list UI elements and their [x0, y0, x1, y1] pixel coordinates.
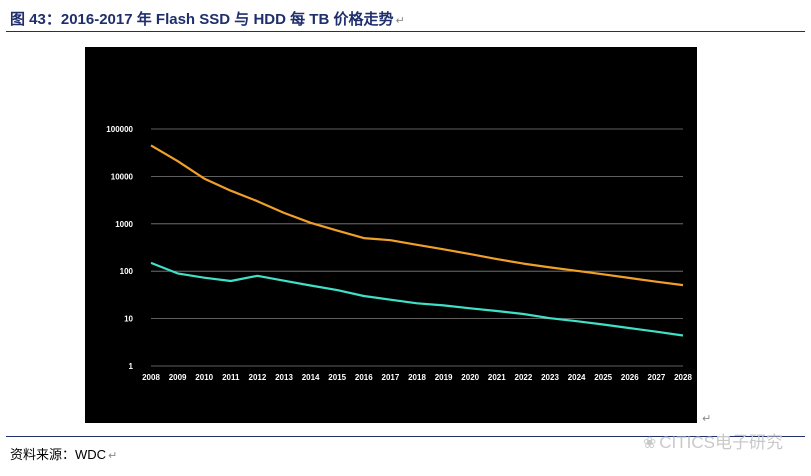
bottom-divider [6, 436, 805, 437]
chart-panel: 1 10 100 1000 10000 100000 2008 2009 2010 2011 20… [85, 47, 697, 423]
y-tick-label: 100 [120, 267, 134, 276]
x-tick-label: 2015 [328, 373, 346, 382]
paragraph-mark-chart: ↵ [702, 413, 712, 425]
series-lines [150, 144, 684, 337]
paragraph-mark-title: ↵ [395, 15, 405, 27]
x-tick-label: 2017 [382, 373, 400, 382]
x-tick-label: 2008 [142, 373, 160, 382]
x-tick-label: 2018 [408, 373, 426, 382]
x-tick-label: 2016 [355, 373, 373, 382]
source-text: 资料来源：WDC [10, 447, 107, 462]
y-tick-label: 1000 [115, 220, 133, 229]
y-tick-label: 10 [124, 315, 133, 324]
x-tick-label: 2009 [169, 373, 187, 382]
x-tick-label: 2028 [674, 373, 692, 382]
source-note: 资料来源：WDC ↵ [10, 444, 117, 463]
paragraph-mark-source: ↵ [108, 450, 118, 462]
grid-lines [151, 128, 683, 367]
x-tick-label: 2012 [249, 373, 267, 382]
wechat-icon: ❀ [642, 435, 657, 452]
watermark: ❀ CITICS电子研究 [643, 428, 783, 453]
x-tick-label: 2021 [488, 373, 506, 382]
figure-title: 图 43：2016-2017 年 Flash SSD 与 HDD 每 TB 价格… [10, 8, 405, 29]
x-tick-label: 2011 [222, 373, 240, 382]
x-tick-label: 2019 [435, 373, 453, 382]
x-tick-label: 2027 [648, 373, 666, 382]
x-tick-label: 2013 [275, 373, 293, 382]
x-tick-label: 2023 [541, 373, 559, 382]
x-tick-label: 2010 [195, 373, 213, 382]
y-axis-ticks: 1 10 100 1000 10000 100000 [106, 125, 133, 371]
top-divider [6, 31, 805, 32]
x-tick-label: 2014 [302, 373, 320, 382]
watermark-text: CITICS电子研究 [659, 433, 783, 452]
series-line-hdd [150, 261, 684, 337]
figure-title-text: 图 43：2016-2017 年 Flash SSD 与 HDD 每 TB 价格… [10, 11, 394, 28]
x-tick-label: 2025 [594, 373, 612, 382]
series-line-flash-ssd [150, 144, 684, 287]
x-axis-ticks: 2008 2009 2010 2011 2012 2013 2014 2015 2016 2017… [142, 373, 692, 382]
x-tick-label: 2020 [461, 373, 479, 382]
y-tick-label: 10000 [111, 172, 134, 181]
y-tick-label: 100000 [106, 125, 133, 134]
x-tick-label: 2024 [568, 373, 586, 382]
x-tick-label: 2026 [621, 373, 639, 382]
x-tick-label: 2022 [515, 373, 533, 382]
y-tick-label: 1 [129, 362, 134, 371]
